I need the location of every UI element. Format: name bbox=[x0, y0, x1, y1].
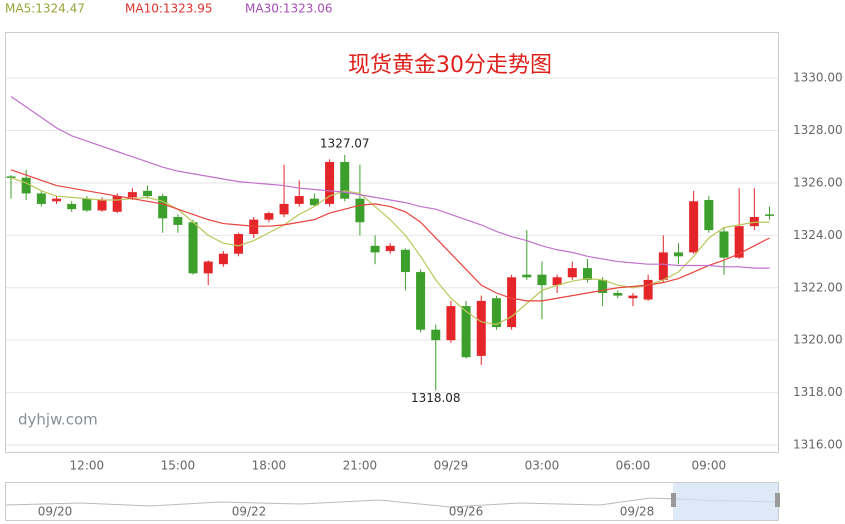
candle-body bbox=[279, 203, 289, 215]
candle-body bbox=[385, 245, 395, 252]
ma-line bbox=[10, 95, 770, 269]
candle-body bbox=[507, 277, 517, 328]
annotation: 1318.08 bbox=[411, 391, 461, 405]
navigator-label: 09/28 bbox=[620, 505, 655, 519]
candle-body bbox=[658, 252, 668, 280]
candle-body bbox=[491, 298, 501, 328]
navigator-handle[interactable] bbox=[775, 493, 780, 507]
candle-body bbox=[734, 226, 744, 258]
candle-body bbox=[446, 306, 456, 341]
y-tick-label: 1326.00 bbox=[793, 175, 843, 189]
legend-entry: MA5:1324.47 bbox=[5, 2, 85, 16]
navigator-line bbox=[5, 497, 779, 508]
candle-body bbox=[355, 198, 365, 223]
candle-body bbox=[765, 214, 774, 216]
candle-body bbox=[6, 176, 16, 178]
y-tick-label: 1330.00 bbox=[793, 71, 843, 85]
candle-body bbox=[582, 268, 592, 280]
x-tick-label: 03:00 bbox=[525, 459, 560, 473]
y-tick-label: 1322.00 bbox=[793, 280, 843, 294]
x-tick-label: 09/29 bbox=[434, 459, 469, 473]
annotation: 1327.07 bbox=[320, 136, 370, 150]
candle-body bbox=[522, 274, 532, 278]
candle-body bbox=[537, 274, 547, 286]
candle-body bbox=[749, 217, 759, 227]
candle-body bbox=[567, 268, 577, 278]
candle-body bbox=[704, 199, 714, 231]
candle-body bbox=[127, 192, 137, 198]
candle-body bbox=[400, 249, 410, 273]
candle-body bbox=[643, 279, 653, 300]
candle-body bbox=[431, 329, 441, 341]
candle-body bbox=[97, 199, 107, 211]
candle-body bbox=[218, 253, 228, 265]
candle-body bbox=[689, 201, 699, 253]
ma-line bbox=[10, 169, 770, 302]
x-tick-label: 09:00 bbox=[692, 459, 727, 473]
candle-body bbox=[673, 252, 683, 257]
candle-body bbox=[370, 245, 380, 253]
candle-body bbox=[36, 193, 46, 204]
candle-body bbox=[21, 177, 31, 194]
legend-entry: MA30:1323.06 bbox=[245, 2, 333, 16]
chart-title: 现货黄金30分走势图 bbox=[348, 53, 552, 78]
candle-body bbox=[613, 293, 623, 296]
candle-body bbox=[294, 196, 304, 204]
watermark: dyhjw.com bbox=[18, 411, 98, 429]
y-tick-label: 1320.00 bbox=[793, 333, 843, 347]
y-tick-label: 1328.00 bbox=[793, 123, 843, 137]
x-tick-label: 15:00 bbox=[161, 459, 196, 473]
x-tick-label: 21:00 bbox=[343, 459, 378, 473]
candle-body bbox=[52, 198, 62, 202]
y-tick-label: 1316.00 bbox=[793, 438, 843, 452]
y-tick-label: 1324.00 bbox=[793, 228, 843, 242]
candle-body bbox=[158, 196, 168, 219]
candle-body bbox=[188, 222, 198, 274]
candle-body bbox=[309, 198, 319, 206]
navigator-label: 09/26 bbox=[449, 505, 484, 519]
candle-body bbox=[628, 295, 638, 299]
candle-body bbox=[325, 161, 335, 204]
candle-body bbox=[598, 279, 608, 294]
candle-body bbox=[552, 277, 562, 286]
navigator-label: 09/20 bbox=[38, 505, 73, 519]
x-tick-label: 18:00 bbox=[252, 459, 287, 473]
navigator-handle[interactable] bbox=[671, 493, 676, 507]
candle-body bbox=[461, 306, 471, 358]
candle-body bbox=[173, 217, 183, 225]
candle-body bbox=[416, 272, 426, 330]
candle-body bbox=[234, 234, 244, 254]
candle-body bbox=[112, 196, 122, 212]
x-tick-label: 12:00 bbox=[70, 459, 105, 473]
candle-body bbox=[82, 198, 92, 211]
candle-body bbox=[264, 213, 274, 220]
navigator-label: 09/22 bbox=[232, 505, 267, 519]
candle-body bbox=[203, 261, 213, 274]
candle-body bbox=[143, 190, 153, 197]
legend-entry: MA10:1323.95 bbox=[125, 2, 213, 16]
candle-body bbox=[249, 219, 259, 235]
x-tick-label: 06:00 bbox=[616, 459, 651, 473]
candle-body bbox=[67, 203, 77, 210]
y-tick-label: 1318.00 bbox=[793, 385, 843, 399]
navigator-selection[interactable] bbox=[673, 483, 778, 520]
candle-body bbox=[476, 300, 486, 356]
plot-frame bbox=[5, 32, 779, 453]
candle-body bbox=[340, 161, 350, 199]
candle-body bbox=[719, 231, 729, 258]
